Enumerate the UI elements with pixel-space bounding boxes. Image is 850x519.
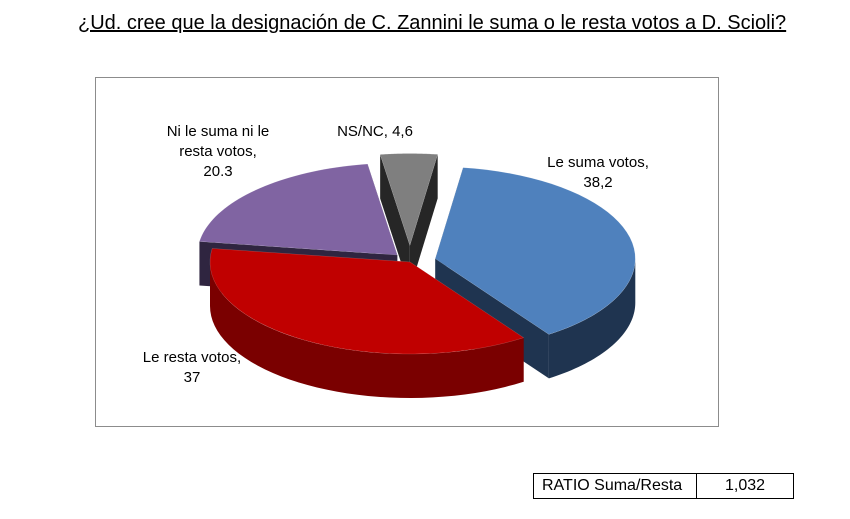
label-resta-line1: Le resta votos, (143, 349, 241, 366)
slice-suma-top (435, 167, 636, 335)
label-ni-line1: Ni le suma ni le (167, 123, 270, 140)
slice-resta (209, 248, 525, 398)
slice-nsnc (379, 153, 439, 290)
label-ni-line2: resta votos, (179, 143, 257, 160)
ratio-label: RATIO Suma/Resta (533, 473, 697, 499)
slice-ni-top (199, 163, 398, 256)
slice-nsnc-wall-end (409, 154, 438, 290)
slice-nsnc-top (379, 153, 439, 247)
pie-slices (199, 153, 636, 398)
label-ni-line3: 20.3 (203, 163, 232, 180)
label-suma-line2: 38,2 (583, 174, 612, 191)
slice-nsnc-wall-start (380, 154, 410, 290)
chart-title: ¿Ud. cree que la designación de C. Zanni… (78, 12, 787, 34)
ratio-table: RATIO Suma/Resta 1,032 (533, 473, 794, 499)
ratio-value: 1,032 (696, 473, 794, 499)
slice-resta-rim (210, 262, 524, 398)
slice-resta-top (209, 248, 525, 355)
label-resta-line2: 37 (184, 369, 201, 386)
label-suma-line1: Le suma votos, (547, 154, 649, 171)
slice-suma-rim (548, 258, 636, 379)
label-nsnc: NS/NC, 4,6 (337, 123, 413, 140)
